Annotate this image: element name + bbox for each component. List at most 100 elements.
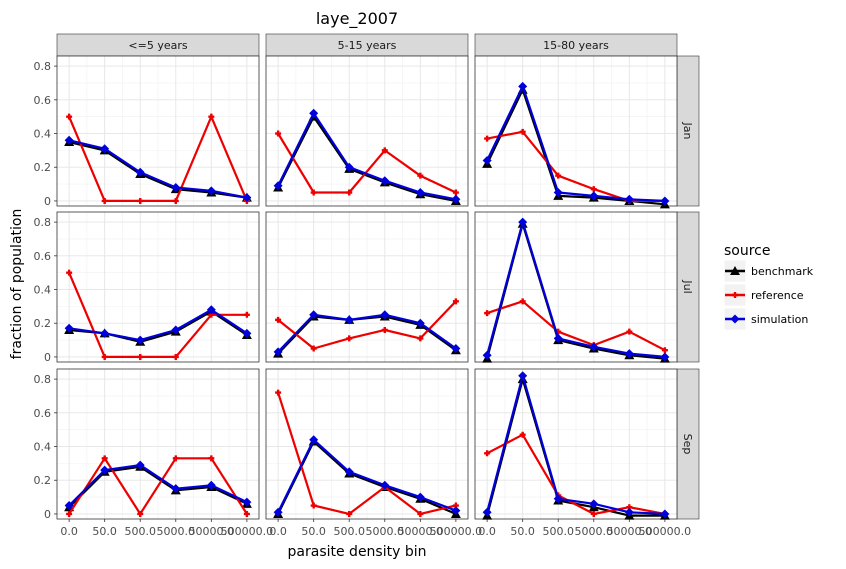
panel-border <box>56 55 260 207</box>
reference-point <box>417 510 424 517</box>
simulation-point <box>518 217 528 227</box>
simulation-point <box>171 182 181 192</box>
simulation-line <box>277 313 457 353</box>
reference-point <box>417 172 424 179</box>
simulation-line <box>68 308 248 342</box>
reference-point <box>519 431 526 438</box>
simulation-point <box>380 176 390 186</box>
y-axis-title: fraction of population <box>9 209 25 360</box>
x-tick-label: 5000.0 <box>157 525 196 538</box>
simulation-point <box>309 310 319 320</box>
y-tick-label: 0.8 <box>34 216 52 229</box>
chart-title: laye_2007 <box>316 9 398 29</box>
simulation-line <box>277 438 457 513</box>
x-tick-label: 500.0 <box>333 525 365 538</box>
simulation-point <box>135 167 145 177</box>
y-tick-label: 0.6 <box>34 250 52 263</box>
x-tick-label: 500.0 <box>542 525 574 538</box>
simulation-point <box>273 181 283 191</box>
simulation-point <box>415 188 425 198</box>
simulation-point <box>553 333 563 343</box>
reference-point <box>484 310 491 317</box>
y-tick-label: 0 <box>44 508 51 521</box>
reference-point <box>417 335 424 342</box>
reference-point <box>137 510 144 517</box>
x-tick-label: 50000.0 <box>607 525 653 538</box>
simulation-point <box>100 328 110 338</box>
facet-strip-col-label: <=5 years <box>128 39 187 52</box>
simulation-point <box>482 507 492 517</box>
legend-title: source <box>724 243 771 259</box>
reference-point <box>452 298 459 305</box>
reference-point <box>452 189 459 196</box>
y-tick-label: 0 <box>44 195 51 208</box>
simulation-point <box>344 315 354 325</box>
x-tick-label: 500000.0 <box>639 525 692 538</box>
simulation-point <box>482 350 492 360</box>
x-tick-label: 0.0 <box>269 525 287 538</box>
reference-point <box>243 311 250 318</box>
reference-point <box>346 335 353 342</box>
simulation-point <box>64 501 74 511</box>
panel-border <box>265 368 469 520</box>
reference-point <box>346 189 353 196</box>
panel-border <box>474 368 678 520</box>
y-tick-label: 0.2 <box>34 161 52 174</box>
simulation-point <box>482 155 492 165</box>
reference-point <box>381 147 388 154</box>
y-tick-label: 0.8 <box>34 60 52 73</box>
simulation-point <box>206 186 216 196</box>
reference-point <box>484 135 491 142</box>
legend-triangle-icon <box>730 266 740 275</box>
x-tick-label: 0.0 <box>60 525 78 538</box>
simulation-point <box>553 188 563 198</box>
y-tick-label: 0.4 <box>34 128 52 141</box>
simulation-line <box>68 464 248 507</box>
x-tick-label: 50.0 <box>301 525 326 538</box>
simulation-point <box>380 310 390 320</box>
simulation-point <box>660 196 670 206</box>
x-axis-title: parasite density bin <box>288 544 427 560</box>
simulation-point <box>624 349 634 359</box>
simulation-point <box>273 347 283 357</box>
y-tick-label: 0.6 <box>34 407 52 420</box>
simulation-point <box>589 499 599 509</box>
reference-point <box>172 197 179 204</box>
simulation-point <box>380 480 390 490</box>
reference-line <box>277 132 457 194</box>
reference-point <box>172 353 179 360</box>
simulation-point <box>64 323 74 333</box>
x-tick-label: 50.0 <box>92 525 117 538</box>
reference-line <box>486 433 666 516</box>
reference-point <box>626 328 633 335</box>
reference-point <box>310 345 317 352</box>
reference-line <box>486 130 665 202</box>
simulation-line <box>486 85 665 202</box>
reference-point <box>590 186 597 193</box>
reference-point <box>243 510 250 517</box>
legend-label: simulation <box>751 313 808 326</box>
simulation-point <box>518 81 528 91</box>
reference-line <box>277 392 457 516</box>
simulation-point <box>589 191 599 201</box>
simulation-point <box>344 162 354 172</box>
simulation-point <box>553 494 563 504</box>
reference-point <box>346 510 353 517</box>
simulation-line <box>486 374 665 515</box>
facet-strip-row-label: Jul <box>681 279 694 293</box>
simulation-point <box>242 497 252 507</box>
y-tick-label: 0.6 <box>34 94 52 107</box>
reference-point <box>66 269 73 276</box>
reference-point <box>661 347 668 354</box>
y-tick-label: 0.4 <box>34 284 52 297</box>
simulation-point <box>64 135 74 145</box>
reference-line <box>486 300 666 352</box>
benchmark-line <box>277 115 457 202</box>
reference-point <box>137 353 144 360</box>
x-tick-label: 5000.0 <box>575 525 614 538</box>
facet-panels: <=5 years 5-15 years 15-80 years Jan Jul Sep 0… <box>34 33 700 538</box>
simulation-point <box>273 507 283 517</box>
simulation-point <box>660 352 670 362</box>
facet-strip-col-label: 5-15 years <box>338 39 397 52</box>
